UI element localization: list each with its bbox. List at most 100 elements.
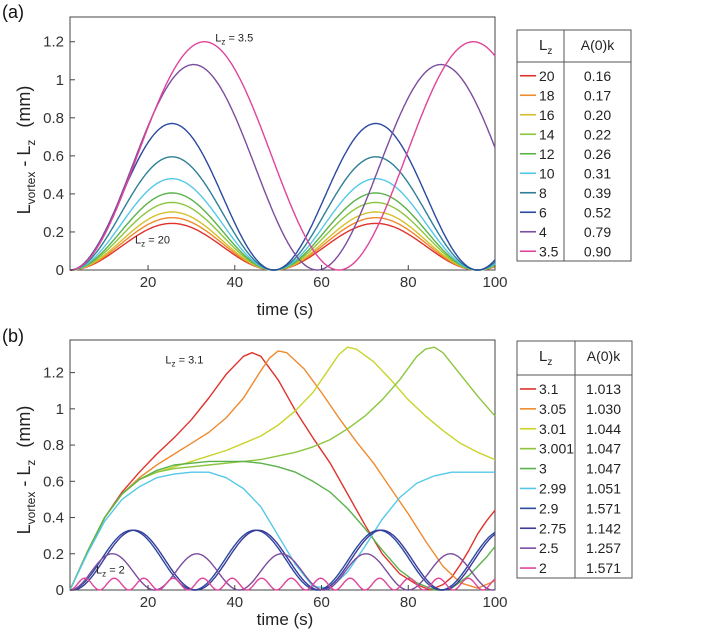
- legend-entry-lz: 6: [539, 204, 547, 220]
- series-line-6: [70, 122, 496, 271]
- legend-entry-lz: 2.75: [539, 520, 566, 536]
- x-tick-label: 60: [313, 594, 330, 611]
- panel-label-a: (a): [2, 2, 24, 22]
- legend-entry-lz: 2: [539, 560, 547, 576]
- legend-entry-lz: 16: [539, 107, 555, 123]
- legend-entry-a0k: 0.17: [584, 87, 611, 103]
- plot-area-a: 20 40 60 80 100 0 0.2 0.4 0.6 0.8 1 1.2 Lz = 3.5 Lz =…: [43, 16, 508, 291]
- legend-entry-a0k: 1.047: [586, 461, 621, 477]
- legend-entry-a0k: 0.31: [584, 165, 611, 181]
- panel-b: (b) 20 40 60 80 100 0 0.2 0.4 0.6 0.8 1 1.2 Lz = 3.1…: [2, 326, 633, 629]
- y-axis-label-a: Lvortex - Lz(mm): [14, 86, 38, 215]
- y-tick-label: 1: [56, 72, 64, 89]
- legend-header-lz: Lz: [539, 37, 552, 57]
- legend-box: [516, 29, 632, 262]
- y-tick-label: 1.2: [43, 34, 64, 51]
- legend-entry-a0k: 1.571: [586, 560, 621, 576]
- legend-entry-lz: 10: [539, 165, 555, 181]
- series-line-2.9: [70, 529, 496, 591]
- plot-area-b: 20 40 60 80 100 0 0.2 0.4 0.6 0.8 1 1.2 Lz = 3.1 Lz =…: [43, 339, 508, 611]
- legend-entry-lz: 3: [539, 461, 547, 477]
- panel-label-b: (b): [2, 326, 24, 346]
- legend-entry-lz: 4: [539, 224, 547, 240]
- legend-entry-a0k: 0.26: [584, 146, 611, 162]
- series-line-2.75: [69, 529, 496, 591]
- legend-entry-lz: 2.99: [539, 480, 566, 496]
- legend-entry-lz: 2.5: [539, 540, 559, 556]
- series-line-2: [69, 577, 496, 591]
- x-tick-label: 20: [140, 274, 157, 291]
- annotation: Lz = 2: [96, 565, 125, 579]
- x-tick-label: 100: [482, 594, 507, 611]
- y-tick-label: 0.8: [43, 437, 64, 454]
- y-tick-label: 1.2: [43, 365, 64, 382]
- legend-entry-lz: 8: [539, 185, 547, 201]
- y-tick-label: 0: [56, 582, 64, 599]
- x-tick-label: 80: [400, 274, 417, 291]
- legend-entry-a0k: 0.39: [584, 185, 611, 201]
- series-line-8: [70, 156, 496, 271]
- legend-entry-a0k: 1.051: [586, 480, 621, 496]
- axes-frame: [69, 339, 496, 591]
- y-tick-label: 0.6: [43, 473, 64, 490]
- series-line-2.5: [69, 553, 496, 591]
- legend-entry-lz: 12: [539, 146, 555, 162]
- x-tick-label: 40: [226, 594, 243, 611]
- legend-entry-a0k: 1.571: [586, 500, 621, 516]
- y-tick-label: 0.4: [43, 510, 64, 527]
- y-tick-label: 0.2: [43, 224, 64, 241]
- legend-entry-a0k: 0.22: [584, 126, 611, 142]
- legend-entry-lz: 3.05: [539, 401, 566, 417]
- x-tick-label: 100: [482, 274, 507, 291]
- y-tick-label: 0.8: [43, 110, 64, 127]
- legend-header-a0k: A(0)k: [587, 348, 621, 364]
- legend-entry-a0k: 1.030: [586, 401, 621, 417]
- series-line-18: [70, 217, 496, 271]
- legend-entry-a0k: 0.20: [584, 107, 611, 123]
- y-tick-label: 0.6: [43, 148, 64, 165]
- legend-entry-a0k: 1.013: [586, 381, 621, 397]
- legend-entry-lz: 14: [539, 126, 555, 142]
- x-axis-label-a: time (s): [257, 300, 314, 319]
- series-line-3.05: [69, 350, 496, 591]
- legend-entry-a0k: 0.90: [584, 243, 611, 259]
- series-line-3.5: [70, 41, 496, 271]
- x-tick-label: 20: [140, 594, 157, 611]
- x-tick-label: 80: [400, 594, 417, 611]
- series-line-3: [69, 460, 496, 591]
- legend-entry-lz: 3.5: [539, 243, 559, 259]
- annotation: Lz = 20: [135, 234, 170, 248]
- annotation: Lz = 3.1: [165, 355, 203, 369]
- legend-entry-a0k: 1.047: [586, 441, 621, 457]
- legend-entry-lz: 3.1: [539, 381, 559, 397]
- annotation: Lz = 3.5: [215, 33, 253, 47]
- legend-entry-a0k: 0.79: [584, 224, 611, 240]
- legend-header-a0k: A(0)k: [581, 37, 615, 53]
- legend-b: Lz A(0)k 3.1 1.013 3.05 1.030 3.01 1.044 3.001 1.…: [516, 340, 633, 579]
- y-tick-label: 1: [56, 401, 64, 418]
- legend-entry-a0k: 0.16: [584, 68, 611, 84]
- legend-entry-lz: 18: [539, 87, 555, 103]
- y-tick-label: 0.4: [43, 186, 64, 203]
- legend-entry-lz: 3.001: [539, 441, 574, 457]
- series-line-2.99: [69, 471, 495, 591]
- legend-entry-lz: 20: [539, 68, 555, 84]
- x-tick-label: 40: [226, 274, 243, 291]
- panel-a: (a) 20 40 60 80 100 0 0.2 0.4 0.6 0.8 1 1.2 Lz = 3.5…: [2, 2, 632, 319]
- legend-entry-a0k: 1.044: [586, 421, 621, 437]
- legend-entry-a0k: 1.257: [586, 540, 621, 556]
- legend-header-lz: Lz: [539, 348, 552, 368]
- legend-entry-a0k: 0.52: [584, 204, 611, 220]
- legend-entry-lz: 2.9: [539, 500, 559, 516]
- y-axis-label-b: Lvortex - Lz(mm): [14, 406, 38, 535]
- y-tick-label: 0: [56, 262, 64, 279]
- y-tick-label: 0.2: [43, 546, 64, 563]
- legend-entry-lz: 3.01: [539, 421, 566, 437]
- legend-a: Lz A(0)k 20 0.16 18 0.17 16 0.20 14 0.22 12 0.26 10 0…: [516, 29, 632, 262]
- series-line-4: [70, 63, 496, 271]
- axes-frame: [69, 16, 496, 271]
- x-tick-label: 60: [313, 274, 330, 291]
- x-axis-label-b: time (s): [257, 610, 314, 629]
- legend-entry-a0k: 1.142: [586, 520, 621, 536]
